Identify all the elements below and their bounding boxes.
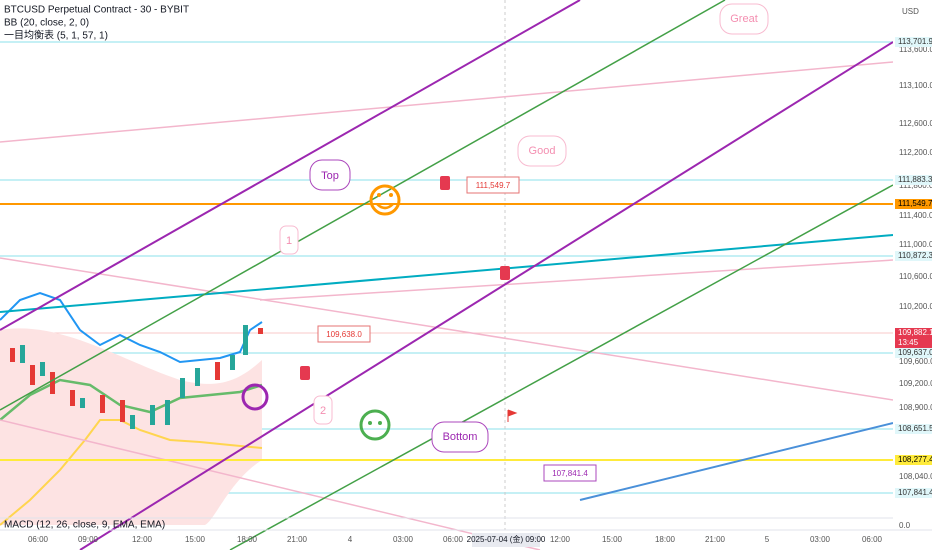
time-label: 18:00 (655, 535, 676, 544)
price-badge-label: 107,841.4 (898, 488, 932, 497)
time-label: 06:00 (28, 535, 49, 544)
price-label: 113,600.0 (899, 45, 932, 54)
axis-unit: USD (902, 7, 919, 16)
price-label: 112,600.0 (899, 119, 932, 128)
note: 2 (320, 405, 326, 417)
time-label: 09:00 (78, 535, 99, 544)
time-label: 21:00 (705, 535, 726, 544)
time-selected: 2025-07-04 (金) 09:00 (467, 534, 546, 544)
price-badge (895, 37, 932, 47)
price-badge (895, 455, 932, 465)
bb-upper (0, 291, 263, 364)
trend-lines (0, 0, 894, 551)
price-label: 110,200.0 (899, 302, 932, 311)
time-label: 12:00 (132, 535, 153, 544)
time-label: 03:00 (810, 535, 831, 544)
time-label: 21:00 (287, 535, 308, 544)
price-badge-label: 113,701.9 (898, 37, 932, 46)
price-badge-label: 109,882.1 (898, 328, 932, 337)
note: Bottom (443, 431, 478, 443)
symbol: BTCUSD Perpetual Contract - 30 - BYBIT (4, 5, 189, 16)
price-badge (895, 175, 932, 185)
price-badge (895, 338, 932, 348)
time-label: 03:00 (393, 535, 414, 544)
price-badge (895, 424, 932, 434)
price-badge (895, 348, 932, 358)
price-label: 109,600.0 (899, 357, 932, 366)
bb-mid (0, 378, 263, 421)
price-badge (895, 488, 932, 498)
time-label: 5 (765, 535, 770, 544)
time-label: 06:00 (862, 535, 883, 544)
indicator: 一目均衡表 (5, 1, 57, 1) (4, 29, 108, 42)
price-label: 111,000.0 (899, 240, 932, 249)
candles (10, 325, 263, 429)
macd-label: MACD (12, 26, close, 9, EMA, EMA) (4, 520, 165, 531)
price-badge-label: 110,872.3 (898, 251, 932, 260)
note: 1 (286, 235, 292, 247)
price-badge-label: 111,883.3 (898, 175, 932, 184)
price-badge-label: 13:45 (898, 338, 919, 347)
price-badge-label: 108,277.4 (898, 455, 932, 464)
time-label: 06:00 (443, 535, 464, 544)
icons (241, 176, 518, 441)
time-badge (472, 533, 540, 547)
price-label: 112,200.0 (899, 148, 932, 157)
note: 109,638.0 (326, 330, 362, 339)
time-label: 12:00 (550, 535, 571, 544)
price-badge-label: 109,637.0 (898, 348, 932, 357)
note: 111,549.7 (476, 181, 511, 190)
callouts (279, 3, 769, 482)
indicator: BB (20, close, 2, 0) (4, 18, 89, 29)
price-badge (895, 251, 932, 261)
price-label: 109,200.0 (899, 379, 932, 388)
price-label: 113,100.0 (899, 81, 932, 90)
note: Good (529, 145, 556, 157)
price-badge-label: 108,651.5 (898, 424, 932, 433)
price-label: 0.0 (899, 521, 911, 530)
time-label: 4 (348, 535, 353, 544)
note: Top (321, 170, 339, 182)
time-label: 15:00 (602, 535, 623, 544)
price-label: 111,800.0 (899, 181, 932, 190)
price-badge (895, 328, 932, 338)
price-label: 111,400.0 (899, 211, 932, 220)
note: 107,841.4 (552, 469, 588, 478)
price-badge-label: 111,549.7 (898, 199, 932, 208)
note: Great (730, 13, 758, 25)
price-badge (895, 199, 932, 209)
time-label: 15:00 (185, 535, 206, 544)
time-label: 18:00 (237, 535, 258, 544)
price-axis (893, 0, 932, 530)
price-label: 110,600.0 (899, 272, 932, 281)
price-label: 108,900.0 (899, 403, 932, 412)
price-label: 108,040.0 (899, 472, 932, 481)
